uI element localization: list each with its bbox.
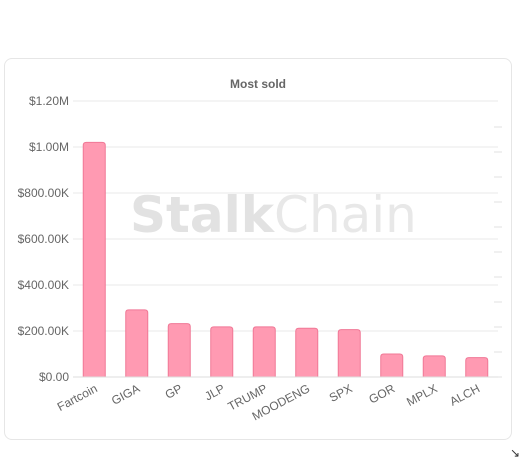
- right-tick-marks: [494, 126, 502, 378]
- chart-card: Most sold StalkChain $0.00 $200.00K $400.0…: [4, 58, 512, 440]
- bar[interactable]: [465, 357, 489, 378]
- y-tick-label: $400.00K: [18, 278, 69, 292]
- chart-title: Most sold: [230, 77, 286, 91]
- y-tick-label: $600.00K: [18, 232, 69, 246]
- y-tick-label: $800.00K: [18, 186, 69, 200]
- x-tick-label: JLP: [202, 381, 227, 403]
- bars-group: [82, 141, 489, 378]
- y-tick-label: $0.00: [39, 370, 69, 384]
- watermark-logo: StalkChain: [130, 186, 417, 244]
- y-tick-label: $1.20M: [29, 94, 69, 108]
- bar[interactable]: [210, 326, 234, 378]
- x-tick-label: GOR: [366, 381, 397, 406]
- y-tick-label: $200.00K: [18, 324, 69, 338]
- bar[interactable]: [380, 353, 404, 378]
- x-tick-label: MPLX: [404, 381, 439, 409]
- mouse-cursor-icon: ↘: [509, 446, 520, 460]
- bar[interactable]: [337, 329, 361, 378]
- bar[interactable]: [167, 323, 191, 378]
- y-tick-label: $1.00M: [29, 140, 69, 154]
- bar[interactable]: [252, 326, 276, 378]
- bar[interactable]: [125, 309, 149, 378]
- bar[interactable]: [422, 355, 446, 378]
- y-axis: $0.00 $200.00K $400.00K $600.00K $800.00K $1.…: [18, 94, 70, 384]
- x-tick-label: ALCH: [447, 381, 482, 408]
- x-tick-label: Fartcoin: [55, 381, 100, 414]
- x-tick-label: GP: [163, 381, 185, 402]
- watermark-text: StalkChain: [130, 186, 417, 244]
- x-tick-label: GIGA: [109, 381, 142, 407]
- bar[interactable]: [82, 141, 106, 378]
- bar[interactable]: [295, 327, 319, 378]
- bar-chart: StalkChain $0.00 $200.00K $400.00K $600.00K…: [18, 94, 502, 423]
- x-tick-label: SPX: [327, 381, 355, 405]
